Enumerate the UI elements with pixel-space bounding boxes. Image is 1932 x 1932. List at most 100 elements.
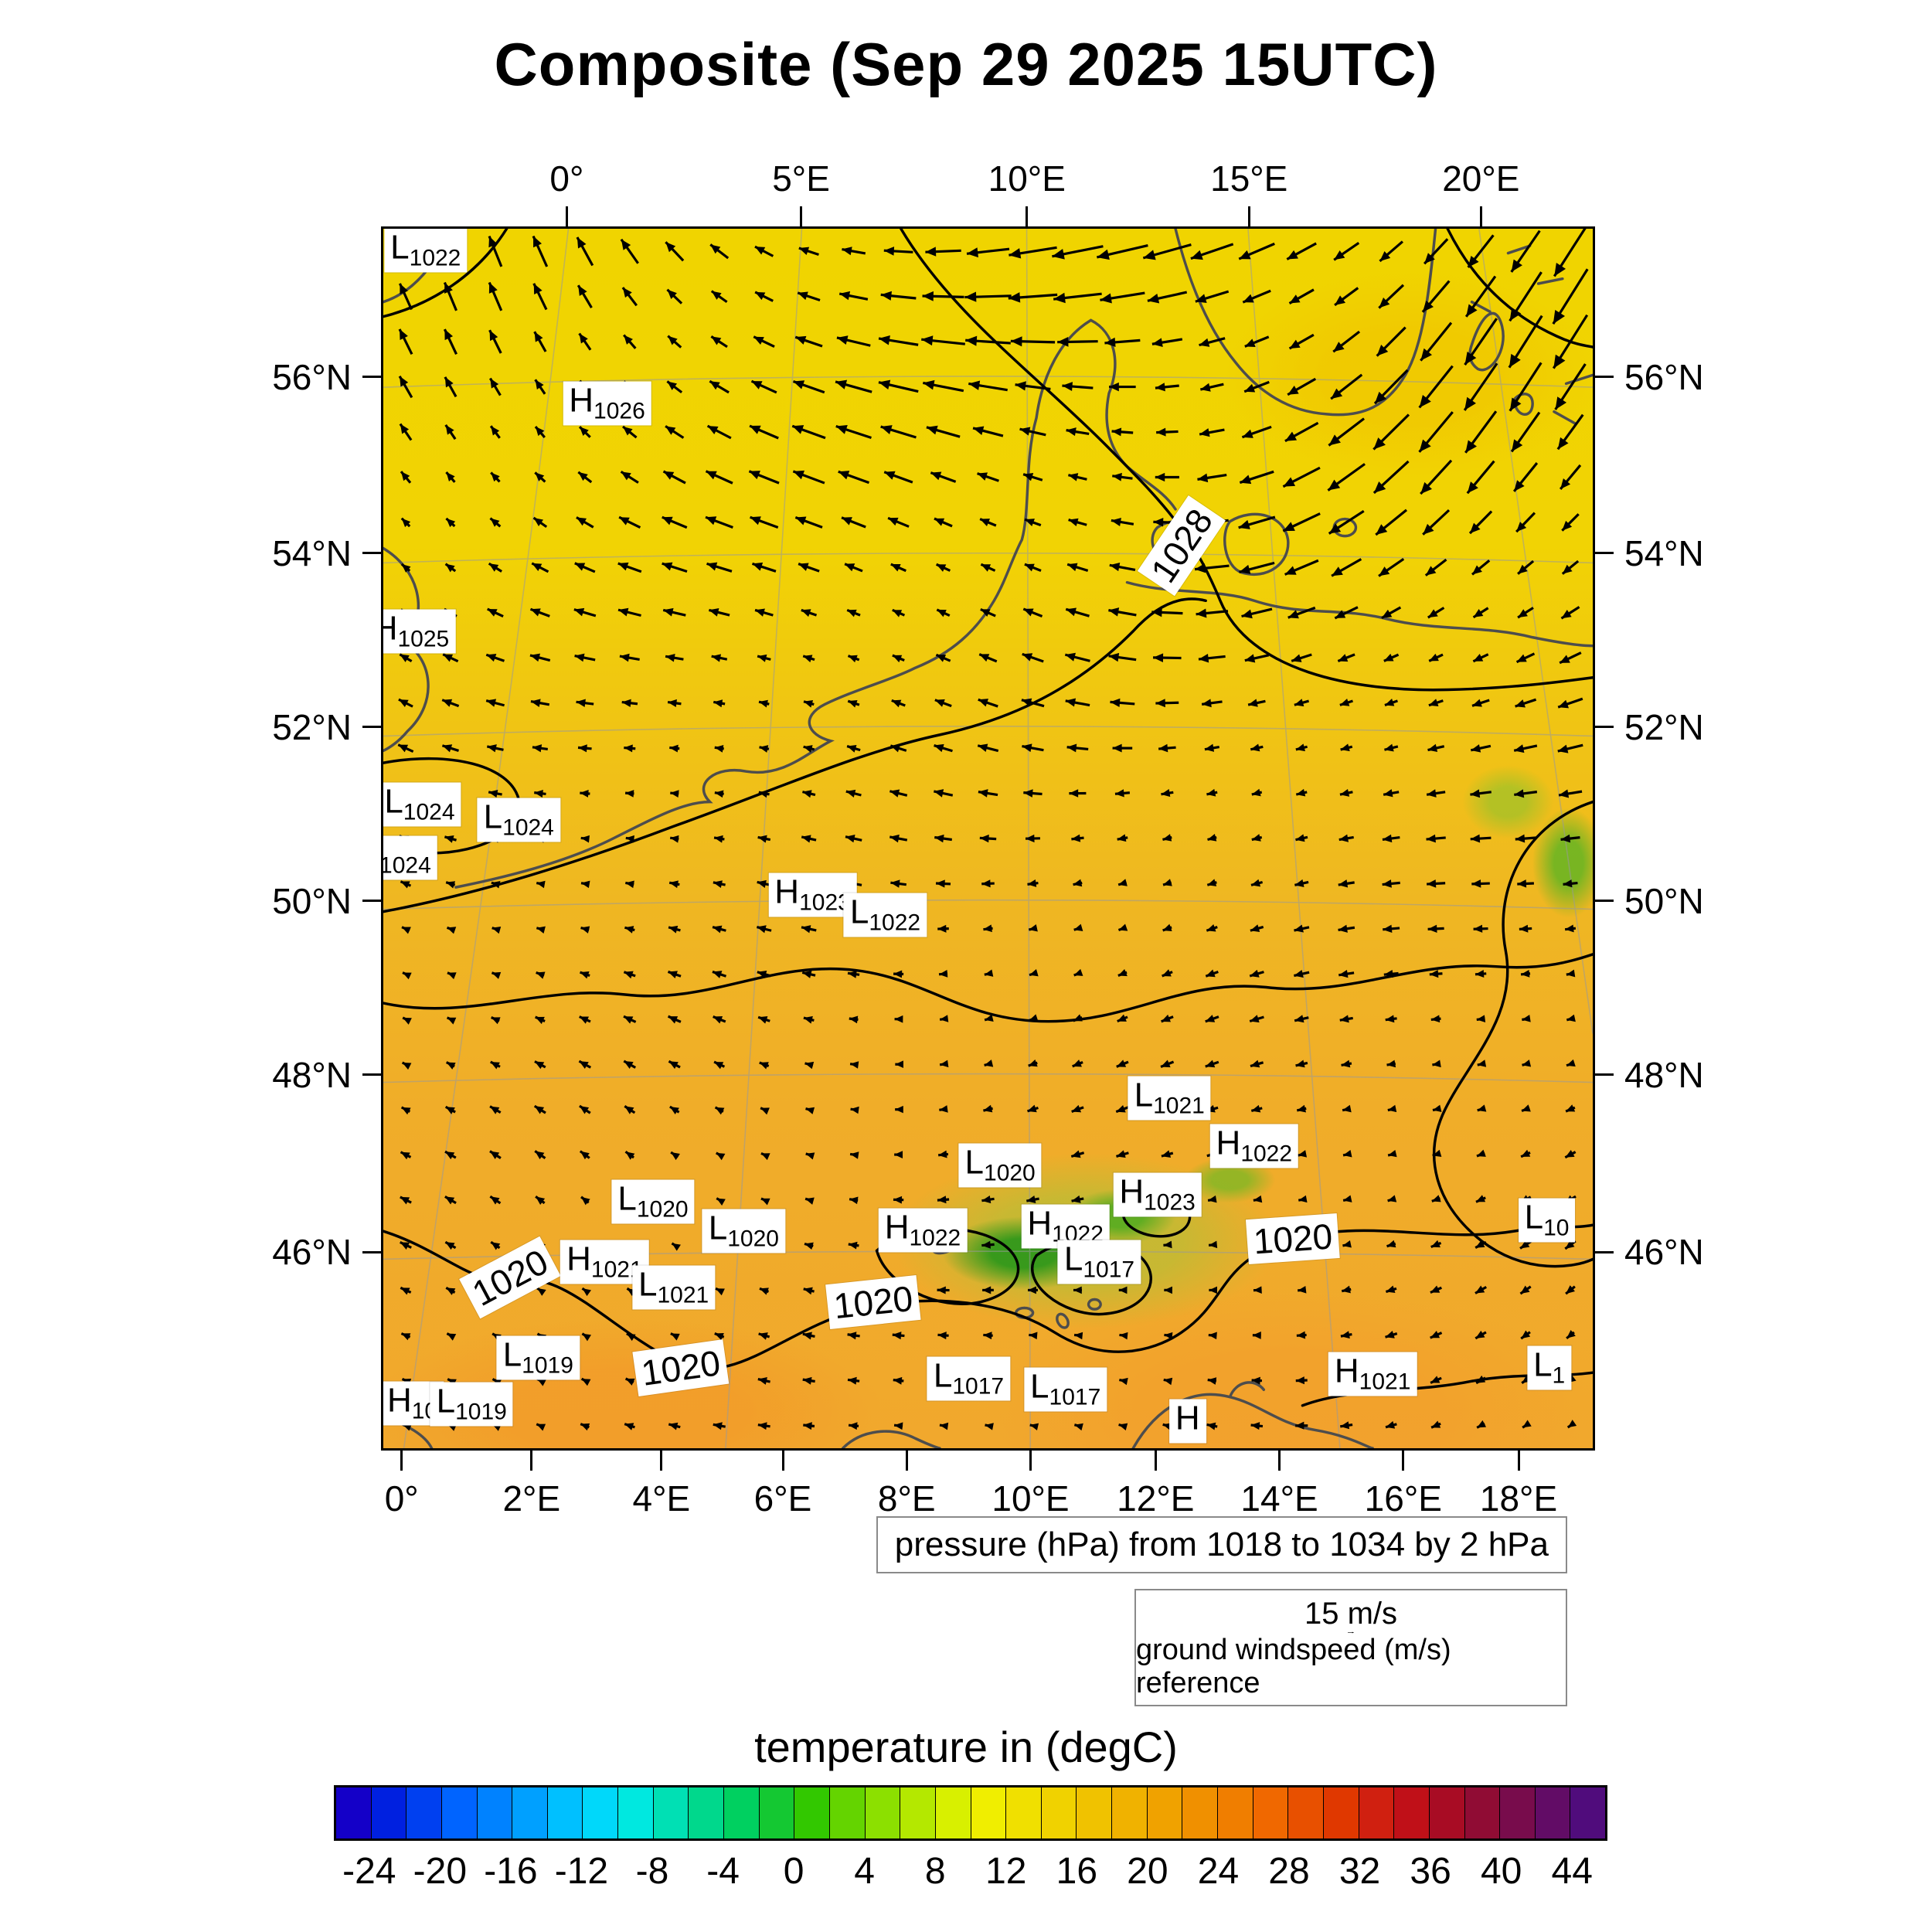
axis-tick-mark-right xyxy=(1595,726,1614,729)
colorbar-tick-label: -24 xyxy=(342,1851,396,1892)
colorbar-tick-label: 24 xyxy=(1197,1851,1240,1892)
axis-tick-label-bottom: 4°E xyxy=(632,1478,691,1519)
colorbar-tick-label: -4 xyxy=(706,1851,740,1892)
axis-tick-label-top: 10°E xyxy=(988,158,1066,199)
axis-tick-label-bottom: 16°E xyxy=(1364,1478,1442,1519)
colorbar-cell xyxy=(1147,1787,1183,1838)
colorbar-cell xyxy=(759,1787,795,1838)
pressure-center-low-label: L1019 xyxy=(430,1382,513,1427)
colorbar-cell xyxy=(724,1787,760,1838)
pressure-center-low-label: L1022 xyxy=(384,228,468,273)
axis-tick-mark-bottom xyxy=(781,1451,784,1471)
colorbar-tick-label: 40 xyxy=(1480,1851,1522,1892)
pressure-value: 10 xyxy=(1543,1215,1570,1241)
pressure-letter: L xyxy=(933,1356,953,1395)
pressure-letter: L xyxy=(390,228,410,267)
pressure-value: 1017 xyxy=(952,1373,1005,1400)
wind-reference-speed-label: 15 m/s xyxy=(1304,1597,1398,1631)
axis-tick-mark-bottom xyxy=(1278,1451,1281,1471)
pressure-value: 1026 xyxy=(594,398,645,424)
colorbar-cell xyxy=(1218,1787,1253,1838)
colorbar-tick-label: -12 xyxy=(554,1851,609,1892)
pressure-center-high-label: H1023 xyxy=(1113,1172,1202,1217)
wind-reference-caption: ground windspeed (m/s) reference xyxy=(1136,1634,1451,1699)
axis-tick-mark-right xyxy=(1595,1250,1614,1253)
axis-tick-label-left: 46°N xyxy=(272,1232,352,1273)
pressure-value: 1 xyxy=(1552,1362,1566,1389)
colorbar-cell xyxy=(512,1787,548,1838)
colorbar-cell xyxy=(1359,1787,1395,1838)
pressure-value: 1017 xyxy=(1083,1257,1135,1283)
pressure-labels-layer: L1022H1026H1025L1024L1024H1024H1023L1022… xyxy=(383,229,1593,1448)
pressure-value: 1020 xyxy=(727,1226,779,1252)
colorbar-tick-label: -8 xyxy=(635,1851,669,1892)
pressure-letter: L xyxy=(436,1382,456,1420)
pressure-letter: L xyxy=(849,893,869,931)
axis-tick-label-left: 50°N xyxy=(272,880,352,921)
colorbar-cell xyxy=(477,1787,513,1838)
pressure-value: 1022 xyxy=(1240,1141,1293,1167)
axis-tick-label-bottom: 18°E xyxy=(1479,1478,1558,1519)
pressure-value: 1021 xyxy=(1153,1093,1205,1119)
colorbar-cell xyxy=(441,1787,478,1838)
axis-tick-mark-top xyxy=(565,206,568,226)
colorbar-tick-label: 16 xyxy=(1056,1851,1098,1892)
pressure-center-high-label: H1023 xyxy=(768,872,857,917)
axis-tick-label-bottom: 10°E xyxy=(992,1478,1070,1519)
pressure-letter: L xyxy=(1533,1345,1553,1384)
colorbar-cell xyxy=(653,1787,689,1838)
wind-reference-arrow-icon xyxy=(1348,1631,1355,1634)
axis-tick-label-left: 48°N xyxy=(272,1054,352,1095)
axis-tick-label-bottom: 14°E xyxy=(1240,1478,1318,1519)
colorbar-title: temperature in (degC) xyxy=(754,1723,1178,1771)
axis-tick-mark-right xyxy=(1595,1073,1614,1077)
pressure-center-low-label: L1021 xyxy=(631,1265,716,1310)
colorbar-tick-label: 28 xyxy=(1268,1851,1310,1892)
axis-tick-mark-left xyxy=(362,552,381,555)
pressure-center-low-label: L1024 xyxy=(477,798,560,842)
axis-tick-mark-bottom xyxy=(400,1451,403,1471)
colorbar-cell xyxy=(689,1787,725,1838)
axis-tick-label-top: 0° xyxy=(549,158,584,199)
axis-tick-label-right: 46°N xyxy=(1624,1232,1704,1273)
colorbar-cell xyxy=(1112,1787,1148,1838)
pressure-letter: H xyxy=(383,609,398,647)
pressure-value: 1023 xyxy=(1144,1189,1196,1216)
colorbar-cell xyxy=(547,1787,583,1838)
colorbar-cell xyxy=(618,1787,654,1838)
pressure-letter: H xyxy=(1216,1124,1241,1162)
pressure-letter: H xyxy=(569,381,594,420)
pressure-letter: L xyxy=(1134,1076,1154,1114)
colorbar-cell xyxy=(935,1787,971,1838)
axis-tick-mark-right xyxy=(1595,376,1614,379)
pressure-letter: L xyxy=(1063,1240,1083,1278)
pressure-letter: L xyxy=(1030,1367,1049,1406)
colorbar-cell xyxy=(1253,1787,1289,1838)
axis-tick-label-right: 54°N xyxy=(1624,532,1704,573)
axis-tick-label-top: 15°E xyxy=(1210,158,1288,199)
axis-tick-mark-right xyxy=(1595,900,1614,903)
pressure-value: 1023 xyxy=(799,889,851,916)
pressure-letter: L xyxy=(483,798,503,836)
pressure-letter: L xyxy=(964,1143,985,1182)
colorbar-tick-label: 0 xyxy=(783,1851,804,1892)
colorbar-cell xyxy=(336,1787,372,1838)
chart-title: Composite (Sep 29 2025 15UTC) xyxy=(494,30,1438,98)
pressure-center-low-label: L1017 xyxy=(1057,1240,1141,1284)
colorbar-cell xyxy=(794,1787,830,1838)
axis-tick-mark-top xyxy=(1247,206,1250,226)
pressure-letter: H xyxy=(1119,1172,1145,1211)
pressure-range-caption: pressure (hPa) from 1018 to 1034 by 2 hP… xyxy=(876,1516,1567,1573)
pressure-center-high-label: H1021 xyxy=(1328,1352,1417,1396)
colorbar-cell xyxy=(1394,1787,1430,1838)
colorbar-tick-label: 12 xyxy=(985,1851,1027,1892)
pressure-center-low-label: L1 xyxy=(1527,1345,1572,1390)
pressure-value: 1017 xyxy=(1049,1384,1101,1410)
axis-tick-mark-left xyxy=(362,900,381,903)
axis-tick-mark-bottom xyxy=(1154,1451,1157,1471)
axis-tick-label-top: 20°E xyxy=(1442,158,1520,199)
pressure-center-low-label: L10 xyxy=(1518,1198,1576,1243)
colorbar-cell xyxy=(1323,1787,1359,1838)
colorbar-cell xyxy=(900,1787,936,1838)
axis-tick-label-bottom: 0° xyxy=(384,1478,419,1519)
